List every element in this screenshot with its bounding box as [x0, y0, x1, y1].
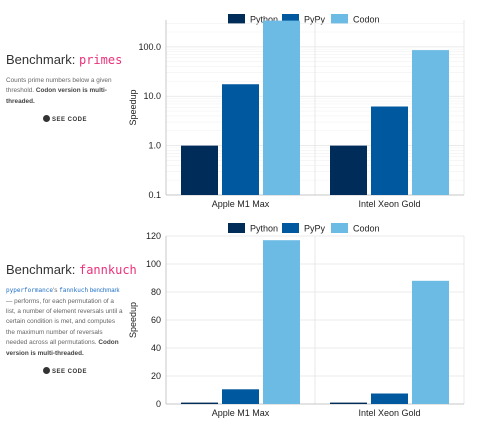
benchmark-fannkuch-panel: Benchmark: fannkuch pyperformance's fann… [0, 214, 500, 426]
x-category-label: Intel Xeon Gold [358, 408, 420, 418]
see-code-label: SEE CODE [51, 368, 87, 375]
github-icon [42, 115, 50, 123]
y-tick-label: 0.1 [148, 190, 161, 200]
legend-item-codon: Codon [331, 223, 380, 234]
legend-swatch [228, 223, 245, 233]
y-axis-title: Speedup [128, 89, 138, 125]
legend-label: Python [250, 224, 278, 234]
github-icon [42, 366, 50, 374]
bar-codon [412, 50, 449, 195]
y-axis-title: Speedup [128, 302, 138, 338]
benchmark-text: pyperformance's fannkuch benchmark — per… [6, 286, 124, 359]
benchmark-text: Counts prime numbers below a given thres… [6, 76, 124, 107]
speedup-chart-fannkuch: Python PyPy Codon 0 20 40 60 80 100 120 Speedup App… [128, 223, 465, 418]
benchmark-name: primes [78, 53, 123, 67]
y-tick-label: 20 [151, 371, 161, 381]
benchmark-summary: — performs, for each permutation of a li… [6, 297, 123, 347]
legend-label: Python [250, 15, 278, 25]
legend-swatch [282, 14, 299, 24]
y-tick-label: 120 [146, 231, 161, 241]
legend-item-pypy: PyPy [282, 223, 326, 234]
bar-pypy [371, 393, 408, 404]
benchmark-link[interactable]: benchmark [89, 288, 120, 294]
fannkuch-link[interactable]: fannkuch [59, 287, 89, 294]
y-tick-label: 10.0 [143, 91, 161, 101]
legend-swatch [228, 14, 245, 24]
benchmark-description: Benchmark: primes Counts prime numbers b… [6, 52, 124, 123]
y-tick-label: 60 [151, 315, 161, 325]
legend-item-python: Python [228, 223, 278, 234]
legend-label: PyPy [304, 15, 326, 25]
benchmark-summary: Counts prime numbers below a given thres… [6, 77, 112, 95]
legend-swatch [331, 223, 348, 233]
bar-codon [412, 280, 449, 404]
legend-item-codon: Codon [331, 14, 380, 25]
pyperformance-link[interactable]: pyperformance [6, 287, 53, 294]
see-code-link[interactable]: SEE CODE [6, 115, 124, 123]
benchmark-note: Codon version is multi-threaded. [6, 87, 107, 105]
bar-python [181, 145, 218, 195]
link-possessive: 's [52, 287, 58, 294]
benchmark-description: Benchmark: fannkuch pyperformance's fann… [6, 262, 137, 375]
benchmark-prefix: Benchmark: [6, 262, 79, 277]
x-category-label: Intel Xeon Gold [358, 199, 420, 209]
y-tick-label: 100.0 [138, 42, 161, 52]
legend-swatch [282, 223, 299, 233]
legend-swatch [331, 14, 348, 24]
legend-item-pypy: PyPy [282, 14, 326, 25]
bar-python [181, 402, 218, 404]
bar-pypy [371, 106, 408, 195]
speedup-chart-primes: Python PyPy Codon 0.1 1.0 10.0 100.0 Speedup App… [128, 14, 465, 209]
x-category-label: Apple M1 Max [212, 408, 270, 418]
y-tick-label: 80 [151, 287, 161, 297]
benchmark-note: Codon version is multi-threaded. [6, 339, 119, 357]
y-tick-label: 100 [146, 259, 161, 269]
y-tick-label: 0 [156, 399, 161, 409]
bar-python [330, 402, 367, 404]
bar-pypy [222, 389, 259, 404]
see-code-label: SEE CODE [51, 117, 87, 124]
benchmark-title: Benchmark: fannkuch [6, 262, 137, 277]
legend-label: Codon [353, 15, 380, 25]
y-tick-label: 1.0 [148, 141, 161, 151]
see-code-link[interactable]: SEE CODE [6, 366, 124, 375]
bar-codon [263, 20, 300, 196]
bar-codon [263, 240, 300, 404]
benchmark-title: Benchmark: primes [6, 52, 124, 67]
y-tick-label: 40 [151, 343, 161, 353]
benchmark-prefix: Benchmark: [6, 52, 79, 67]
bar-python [330, 145, 367, 195]
legend-label: Codon [353, 224, 380, 234]
benchmark-name: fannkuch [78, 263, 137, 277]
legend-label: PyPy [304, 224, 326, 234]
legend-item-python: Python [228, 14, 278, 25]
benchmark-primes-panel: Benchmark: primes Counts prime numbers b… [0, 0, 500, 212]
x-category-label: Apple M1 Max [212, 199, 270, 209]
bar-pypy [222, 84, 259, 195]
